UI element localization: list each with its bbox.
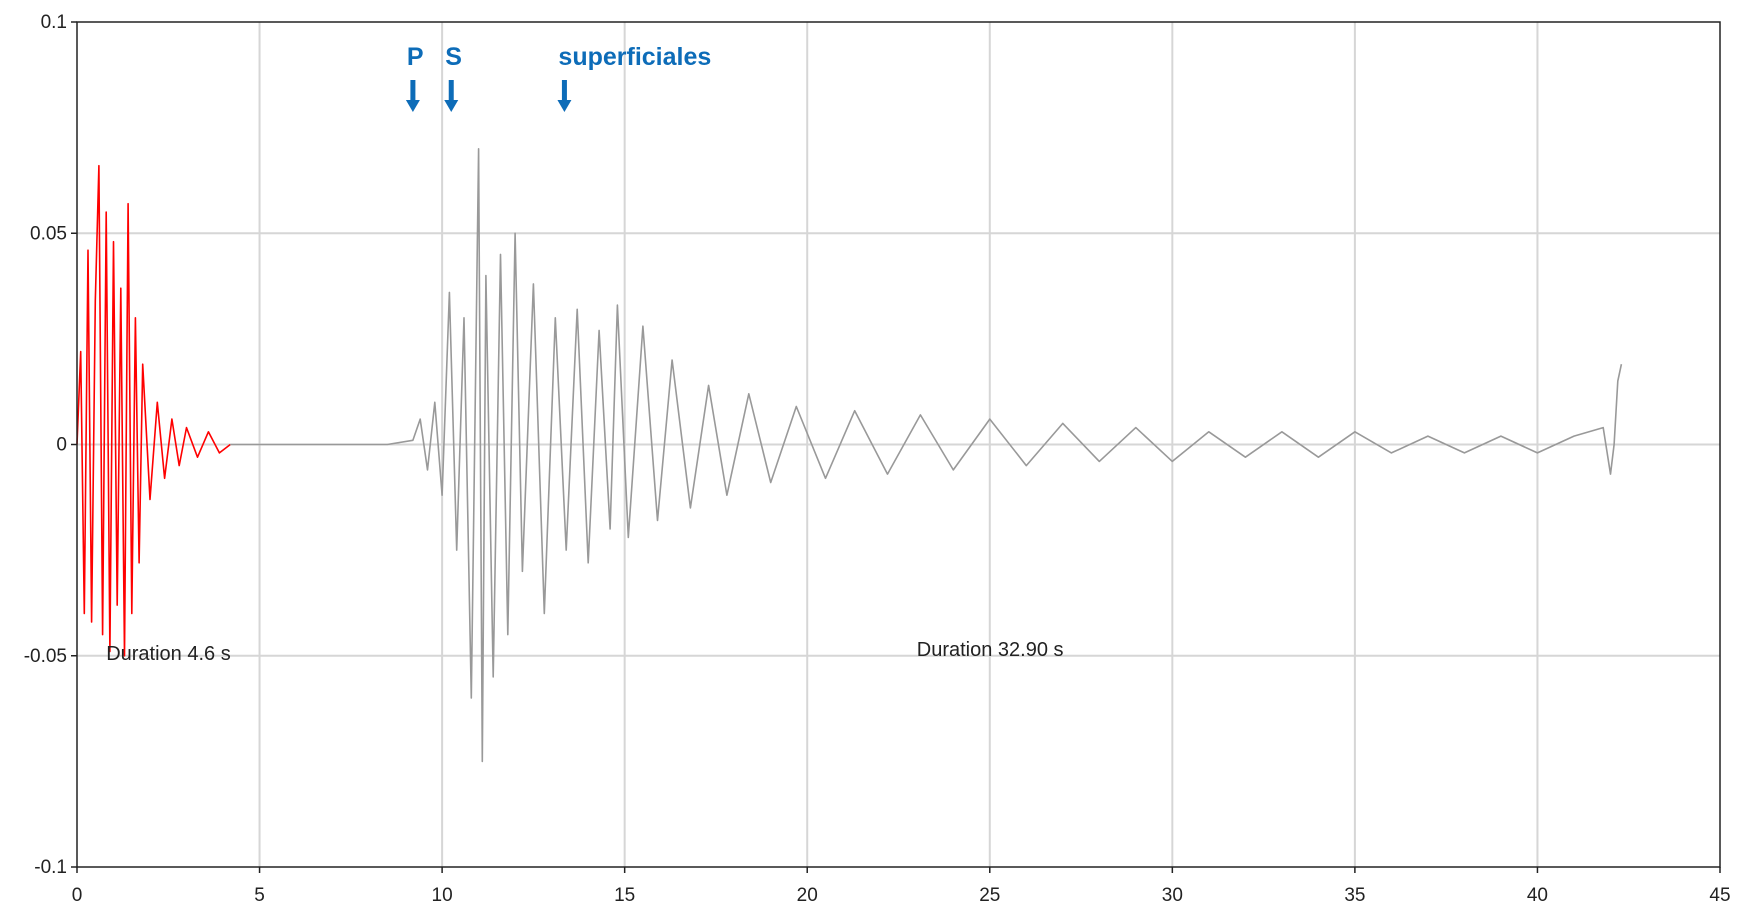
arrow-head: [444, 100, 459, 112]
duration-annotation: Duration 4.6 s: [106, 643, 231, 665]
y-tick-label: 0.05: [30, 223, 67, 244]
x-axis-ticks: 0 5 10 15 20 25 30 35 40 45: [72, 867, 1731, 906]
x-tick-label: 40: [1527, 885, 1548, 906]
x-tick-label: 0: [72, 885, 83, 906]
x-tick-label: 5: [254, 885, 265, 906]
x-tick-label: 35: [1344, 885, 1365, 906]
duration-annotation: Duration 32.90 s: [917, 639, 1064, 661]
x-tick-label: 10: [432, 885, 453, 906]
y-tick-label: -0.1: [34, 857, 67, 878]
x-tick-label: 25: [979, 885, 1000, 906]
x-tick-label: 15: [614, 885, 635, 906]
x-tick-label: 20: [797, 885, 818, 906]
marker-label: P: [407, 43, 424, 71]
marker-2: S: [444, 43, 462, 112]
x-tick-label: 45: [1709, 885, 1730, 906]
marker-1: P: [405, 43, 424, 112]
series-line-1: [76, 164, 231, 657]
y-tick-label: 0.1: [41, 12, 67, 33]
y-axis-ticks: 0.1 0.05 0 -0.05 -0.1: [24, 12, 77, 878]
arrow-head: [557, 100, 572, 112]
arrow-head: [405, 100, 420, 112]
down-arrow-icon: [561, 80, 567, 102]
x-tick-label: 30: [1162, 885, 1183, 906]
y-tick-label: -0.05: [24, 646, 67, 667]
marker-label: superficiales: [558, 43, 711, 71]
marker-label: S: [445, 43, 462, 71]
marker-3: superficiales: [557, 43, 711, 112]
down-arrow-icon: [448, 80, 454, 102]
series-line-2: [230, 148, 1623, 763]
annotations: Duration 4.6 s Duration 32.90 s: [106, 639, 1063, 665]
y-tick-label: 0: [56, 435, 67, 456]
series-lines: [76, 148, 1623, 763]
down-arrow-icon: [410, 80, 416, 102]
